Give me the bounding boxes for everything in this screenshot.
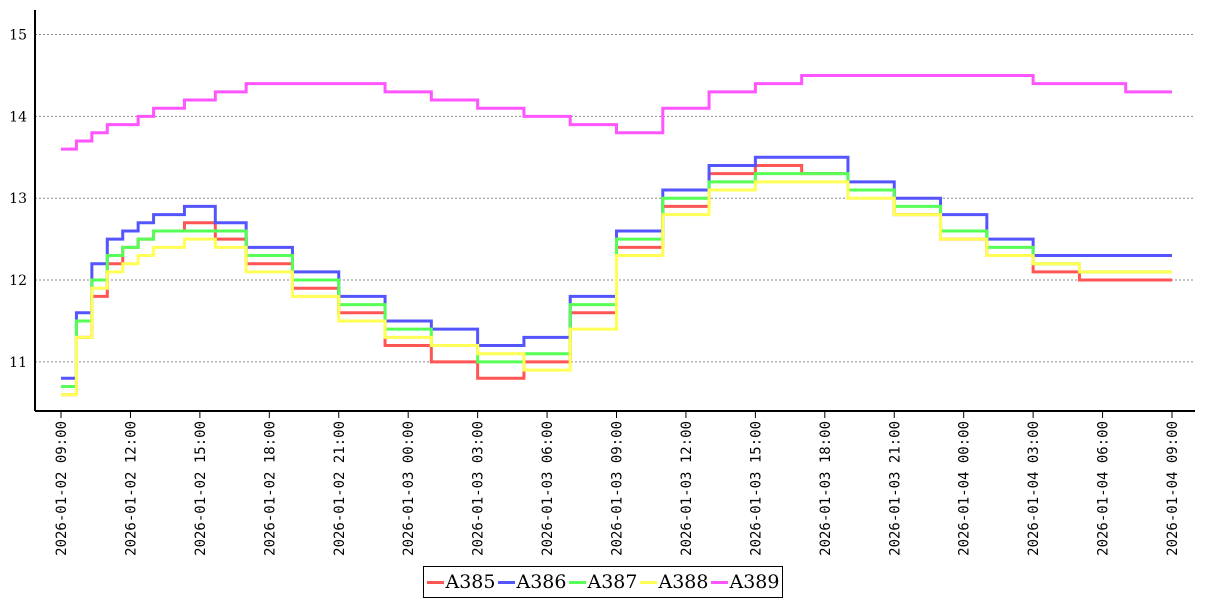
legend-label: A385 (445, 571, 496, 593)
x-tick-label: 2026-01-04 06:00 (1096, 421, 1112, 556)
x-tick-label: 2026-01-03 18:00 (818, 421, 834, 556)
x-tick-label: 2026-01-04 00:00 (957, 421, 973, 556)
x-tick-label: 2026-01-03 00:00 (401, 421, 417, 556)
legend-label: A387 (587, 571, 638, 593)
x-tick-label: 2026-01-02 15:00 (193, 421, 209, 556)
legend-item-A387: A387 (568, 571, 638, 593)
legend-item-A389: A389 (710, 571, 780, 593)
x-tick-label: 2026-01-02 21:00 (332, 421, 348, 556)
series-line-A387 (61, 172, 1172, 388)
legend-label: A386 (516, 571, 567, 593)
x-tick-label: 2026-01-03 03:00 (471, 421, 487, 556)
y-tick-label: 12 (9, 273, 27, 289)
x-axis: 2026-01-02 09:00 2026-01-02 12:00 2026-01-… (35, 410, 1195, 556)
legend-label: A388 (658, 571, 709, 593)
legend-swatch (426, 580, 444, 584)
legend: A385 A386 A387 A388 A389 (423, 566, 783, 598)
y-tick-label: 11 (9, 355, 27, 371)
x-tick-label: 2026-01-04 03:00 (1026, 421, 1042, 556)
legend-swatch (710, 580, 728, 584)
legend-item-A388: A388 (639, 571, 709, 593)
x-tick-label: 2026-01-03 15:00 (748, 421, 764, 556)
x-tick-label: 2026-01-02 18:00 (262, 421, 278, 556)
x-tick-label: 2026-01-03 06:00 (540, 421, 556, 556)
y-tick-label: 15 (9, 28, 27, 44)
x-tick-label: 2026-01-03 09:00 (610, 421, 626, 556)
x-tick-label: 2026-01-03 21:00 (887, 421, 903, 556)
legend-swatch (639, 580, 657, 584)
x-tick-label: 2026-01-02 09:00 (54, 421, 70, 556)
series-line-A388 (61, 180, 1172, 397)
x-tick-label: 2026-01-02 12:00 (123, 421, 139, 556)
y-tick-label: 13 (9, 191, 27, 207)
legend-item-A386: A386 (497, 571, 567, 593)
x-tick-label: 2026-01-03 12:00 (679, 421, 695, 556)
series-lines (61, 73, 1172, 397)
x-tick-label: 2026-01-04 09:00 (1165, 421, 1181, 556)
y-axis: 11 12 13 14 15 (9, 10, 36, 411)
series-line-A389 (61, 73, 1172, 151)
legend-swatch (497, 580, 515, 584)
legend-label: A389 (729, 571, 780, 593)
legend-swatch (568, 580, 586, 584)
y-tick-label: 14 (9, 109, 27, 125)
legend-item-A385: A385 (426, 571, 496, 593)
